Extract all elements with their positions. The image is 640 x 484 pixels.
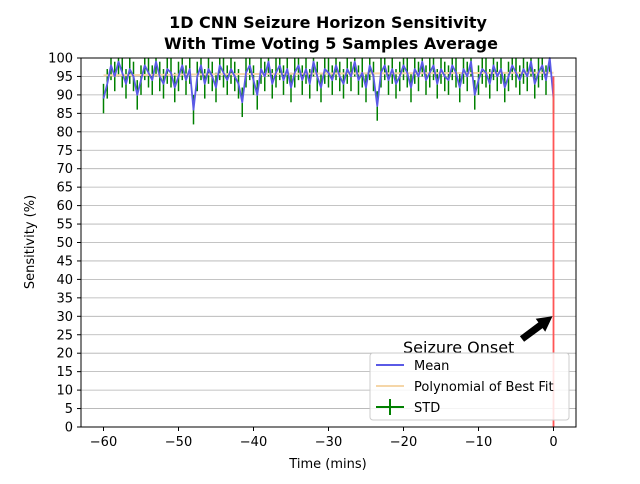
grid-lines	[81, 57, 576, 428]
annotation-text: Seizure Onset	[403, 338, 514, 357]
y-tick-label: 45	[56, 254, 73, 269]
mean-series	[102, 57, 555, 111]
y-tick-label: 70	[56, 162, 73, 177]
y-tick-label: 75	[56, 144, 73, 159]
y-axis: 0 5 10 15 20 25 30 35 40 45 50 55 60 65 70 75 80 85 90 95 10…	[48, 52, 81, 436]
y-tick-label: 10	[56, 384, 73, 399]
legend: Mean Polynomial of Best Fit STD	[369, 352, 570, 421]
y-tick-label: 100	[48, 52, 73, 67]
y-tick-label: 0	[65, 421, 73, 436]
x-tick-label: −50	[165, 435, 192, 450]
y-tick-label: 40	[56, 273, 73, 288]
y-tick-label: 55	[56, 218, 73, 233]
y-tick-label: 35	[56, 291, 73, 306]
y-tick-label: 90	[56, 88, 73, 103]
y-tick-label: 25	[56, 328, 73, 343]
x-axis: −60 −50 −40 −30 −20 −10 0	[90, 427, 558, 450]
y-tick-label: 15	[56, 365, 73, 380]
y-tick-label: 85	[56, 107, 73, 122]
x-tick-label: −60	[90, 435, 117, 450]
legend-fit-label: Polynomial of Best Fit	[414, 380, 554, 395]
annotation-arrow	[519, 316, 553, 342]
x-tick-label: −10	[465, 435, 492, 450]
seizure-onset-annotation: Seizure Onset	[403, 316, 553, 357]
y-tick-label: 95	[56, 70, 73, 85]
legend-mean-label: Mean	[414, 359, 449, 374]
y-tick-label: 65	[56, 181, 73, 196]
y-tick-label: 80	[56, 125, 73, 140]
legend-std-label: STD	[414, 401, 440, 416]
x-tick-label: −20	[390, 435, 417, 450]
y-axis-label: Sensitivity (%)	[23, 195, 38, 289]
x-tick-label: −40	[240, 435, 267, 450]
chart-title-line1: 1D CNN Seizure Horizon Sensitivity	[169, 13, 487, 32]
y-tick-label: 5	[65, 402, 73, 417]
y-tick-label: 50	[56, 236, 73, 251]
y-tick-label: 20	[56, 347, 73, 362]
legend-box	[369, 352, 570, 421]
y-tick-label: 60	[56, 199, 73, 214]
x-tick-label: 0	[549, 435, 557, 450]
chart-title-line2: With Time Voting 5 Samples Average	[164, 34, 498, 53]
y-tick-label: 30	[56, 310, 73, 325]
x-axis-label: Time (mins)	[288, 457, 366, 472]
std-error-bars	[102, 58, 555, 125]
x-tick-label: −30	[315, 435, 342, 450]
mean-line	[102, 57, 555, 111]
